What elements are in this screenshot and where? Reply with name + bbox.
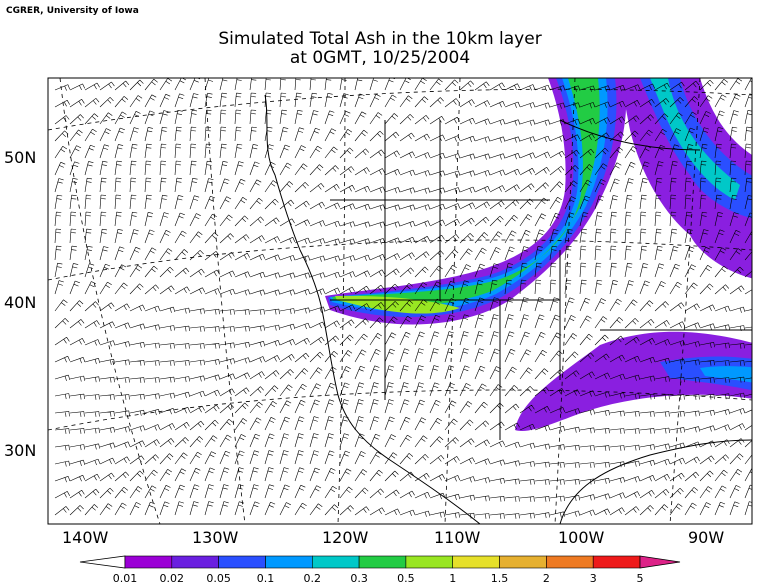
coast-line: [559, 439, 752, 524]
lon-label-90w: 90W: [688, 528, 724, 547]
colorbar-label: 0.05: [206, 572, 231, 585]
coastlines: [264, 94, 752, 524]
lat-lon-grid: [48, 78, 752, 524]
colorbar-low-arrow: [79, 555, 126, 569]
coast-line: [330, 120, 561, 440]
colorbar-label: 5: [637, 572, 644, 585]
map-frame: [47, 77, 753, 525]
lat-label-30n: 30N: [4, 441, 36, 460]
colorbar-swatch: [218, 555, 266, 569]
colorbar-swatch: [499, 555, 547, 569]
colorbar-swatch: [311, 555, 360, 569]
map-title-line2: at 0GMT, 10/25/2004: [289, 48, 471, 68]
coast-line: [559, 119, 752, 331]
lon-label-130w: 130W: [192, 528, 239, 547]
colorbar-label: 0.5: [397, 572, 415, 585]
ash-plumes: [325, 78, 752, 431]
colorbar-label: 0.2: [304, 572, 322, 585]
colorbar-swatch: [546, 555, 594, 569]
lon-label-100w: 100W: [558, 528, 605, 547]
lon-label-110w: 110W: [434, 528, 481, 547]
lon-label-140w: 140W: [62, 528, 109, 547]
colorbar-high-arrow: [639, 555, 681, 569]
colorbar-label: 1.5: [491, 572, 509, 585]
lat-label-50n: 50N: [4, 148, 36, 167]
colorbar-swatch: [124, 555, 173, 569]
grid-line: [337, 78, 346, 524]
lat-label-40n: 40N: [4, 293, 36, 312]
coast-line: [264, 94, 481, 524]
colorbar-swatch: [405, 555, 453, 569]
southern-plume-outer: [515, 331, 752, 431]
grid-line: [669, 78, 701, 524]
colorbar-label: 0.3: [350, 572, 368, 585]
lon-label-120w: 120W: [322, 528, 369, 547]
credit-label: CGRER, University of Iowa: [6, 6, 139, 16]
grid-line: [554, 78, 576, 524]
map-area: [48, 78, 752, 524]
colorbar-swatch: [171, 555, 219, 569]
grid-line: [444, 78, 461, 524]
grid-line: [48, 389, 752, 431]
colorbar: 0.01 0.02 0.05 0.1 0.2 0.3 0.5 1 1.5 2 3 5: [79, 555, 681, 585]
colorbar-label: 0.01: [113, 572, 138, 585]
southern-plume-cyan: [700, 366, 752, 383]
main-plume-outer: [325, 78, 627, 325]
grid-line: [59, 78, 161, 524]
colorbar-swatch: [358, 555, 407, 569]
colorbar-swatch: [592, 555, 641, 569]
colorbar-swatch: [265, 555, 313, 569]
colorbar-label: 1: [449, 572, 456, 585]
grid-line: [48, 239, 752, 281]
grid-line: [48, 88, 752, 131]
colorbar-label: 0.02: [160, 572, 185, 585]
latitude-labels: 50N 40N 30N: [4, 148, 36, 460]
grid-line: [204, 78, 246, 524]
colorbar-swatch: [452, 555, 500, 569]
colorbar-label: 0.1: [257, 572, 275, 585]
longitude-labels: 140W 130W 120W 110W 100W 90W: [62, 528, 724, 547]
northeast-plume-teal: [650, 78, 740, 200]
map-title-line1: Simulated Total Ash in the 10km layer: [218, 29, 542, 49]
colorbar-label: 2: [543, 572, 550, 585]
colorbar-label: 3: [590, 572, 597, 585]
